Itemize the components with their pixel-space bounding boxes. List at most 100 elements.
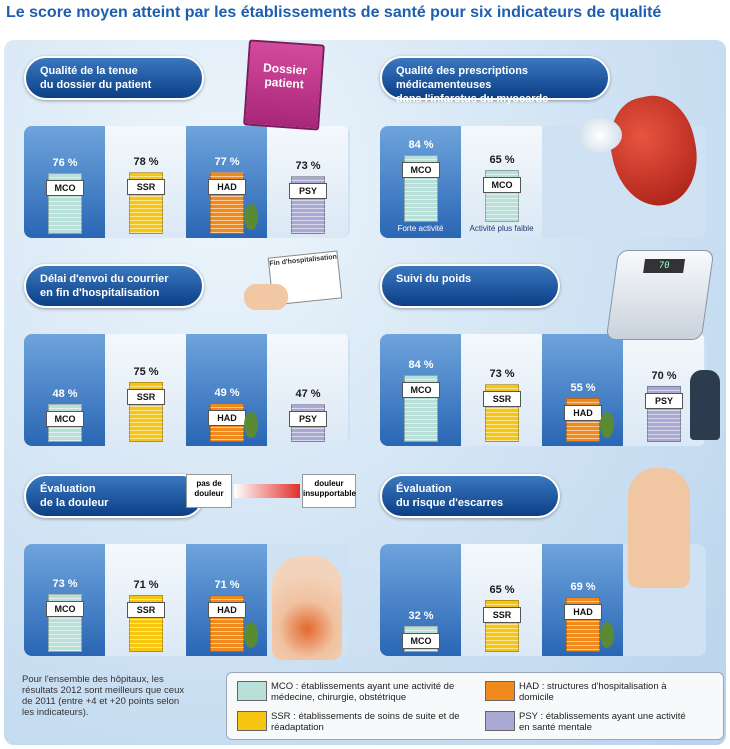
- legend-text-ssr: SSR : établissements de soins de suite e…: [271, 711, 460, 733]
- legend-text-mco: MCO : établissements ayant une activité …: [271, 681, 455, 703]
- legend-swatch-psy: [485, 711, 515, 731]
- panel-title-line: Qualité des prescriptions médicamenteuse…: [396, 65, 529, 91]
- bar-had: HAD: [564, 398, 602, 442]
- bar-column: MCO 65 % Activité plus faible: [461, 126, 542, 238]
- chart-panel-6: Évaluation du risque d'escarres MCO 32 % SSR…: [370, 466, 708, 656]
- bar-sublabel: Forte activité: [397, 224, 444, 233]
- pain-low-line2: douleur: [194, 489, 224, 498]
- hand-icon: [244, 284, 288, 310]
- scale-display: 70: [643, 259, 686, 273]
- bar-ssr: SSR: [127, 595, 165, 652]
- legend: MCO : établissements ayant une activité …: [226, 672, 724, 740]
- bar-column: HAD 55 %: [542, 334, 623, 446]
- bar-category-label: PSY: [645, 393, 683, 409]
- bar-ssr: SSR: [127, 382, 165, 442]
- bar-column: MCO 84 %: [380, 334, 461, 446]
- panel-title: Évaluation du risque d'escarres: [380, 474, 560, 518]
- bar-value-label: 65 %: [489, 154, 515, 166]
- bar-category-label: MCO: [46, 180, 84, 196]
- bar-value-label: 32 %: [408, 610, 434, 622]
- bar-category-label: HAD: [208, 602, 246, 618]
- bar-mco: MCO: [46, 404, 84, 442]
- pain-high-line2: insupportable: [303, 489, 356, 498]
- bar-had: HAD: [208, 595, 246, 652]
- bar-sublabel: Activité plus faible: [469, 224, 534, 233]
- tree-icon: [600, 412, 614, 438]
- bar-column: SSR 78 %: [105, 126, 186, 238]
- panel-title: Qualité des prescriptions médicamenteuse…: [380, 56, 610, 105]
- chart-panel-5: Évaluation de la douleur MCO 73 % SSR 71 % HAD…: [14, 466, 352, 656]
- bar-category-label: SSR: [127, 602, 165, 618]
- panel-title-line: Qualité de la tenue: [40, 65, 138, 77]
- panel-title: Délai d'envoi du courrier en fin d'hospit…: [24, 264, 204, 308]
- bar-value-label: 78 %: [133, 156, 159, 168]
- panel-title: Qualité de la tenue du dossier du patient: [24, 56, 204, 100]
- panel-title-line: dans l'infarctus du myocarde: [396, 93, 549, 105]
- legend-item-had: HAD : structures d'hospitalisation à dom…: [485, 681, 689, 703]
- bar-category-label: MCO: [402, 633, 440, 649]
- bar-mco: MCO: [46, 594, 84, 652]
- bar-value-label: 84 %: [408, 359, 434, 371]
- bar-column: MCO 84 % Forte activité: [380, 126, 461, 238]
- pain-low-line1: pas de: [196, 479, 222, 488]
- panel-title-line: du risque d'escarres: [396, 497, 504, 509]
- bar-category-label: HAD: [208, 410, 246, 426]
- panel-title-line: Délai d'envoi du courrier: [40, 273, 169, 285]
- page-title: Le score moyen atteint par les établisse…: [6, 4, 662, 21]
- bar-column: HAD 77 %: [186, 126, 267, 238]
- bar-column: MCO 76 %: [24, 126, 105, 238]
- bar-category-label: SSR: [483, 391, 521, 407]
- panel-title-line: Suivi du poids: [396, 273, 472, 285]
- bar-stage: MCO 84 % SSR 73 % HAD 55 % PSY 70 %: [380, 334, 706, 446]
- tree-icon: [600, 622, 614, 648]
- bar-value-label: 73 %: [489, 368, 515, 380]
- bar-column: MCO 48 %: [24, 334, 105, 446]
- bar-value-label: 73 %: [295, 160, 321, 172]
- bar-category-label: PSY: [289, 411, 327, 427]
- bar-stage: MCO 76 % SSR 78 % HAD 77 % PSY 73 %: [24, 126, 350, 238]
- legend-swatch-ssr: [237, 711, 267, 731]
- panel-title-line: Évaluation: [40, 483, 96, 495]
- legend-item-psy: PSY : établissements ayant une activité …: [485, 711, 689, 733]
- tree-icon: [244, 204, 258, 230]
- bar-category-label: MCO: [46, 411, 84, 427]
- legend-swatch-mco: [237, 681, 267, 701]
- bar-column: HAD 49 %: [186, 334, 267, 446]
- chart-panel-3: Délai d'envoi du courrier en fin d'hospit…: [14, 256, 352, 446]
- chart-panel-1: Qualité de la tenue du dossier du patient…: [14, 48, 352, 238]
- bar-value-label: 70 %: [651, 370, 677, 382]
- bar-ssr: SSR: [483, 600, 521, 652]
- back-pain-body-icon: [272, 556, 342, 660]
- bar-mco: MCO: [402, 155, 440, 222]
- panel-title: Suivi du poids: [380, 264, 560, 308]
- letter-label: Fin d'hospitalisation: [269, 253, 338, 268]
- bar-value-label: 65 %: [489, 584, 515, 596]
- legend-item-ssr: SSR : établissements de soins de suite e…: [237, 711, 471, 733]
- bar-value-label: 48 %: [52, 388, 78, 400]
- bar-column: PSY 73 %: [267, 126, 348, 238]
- panel-title-line: de la douleur: [40, 497, 109, 509]
- tree-icon: [244, 622, 258, 648]
- panel-title-line: en fin d'hospitalisation: [40, 287, 160, 299]
- bar-value-label: 55 %: [570, 382, 596, 394]
- bar-category-label: SSR: [127, 179, 165, 195]
- panel-title: Évaluation de la douleur: [24, 474, 204, 518]
- bar-ssr: SSR: [127, 172, 165, 234]
- bar-category-label: PSY: [289, 183, 327, 199]
- bar-category-label: MCO: [402, 382, 440, 398]
- bar-had: HAD: [208, 172, 246, 234]
- bar-psy: PSY: [645, 386, 683, 442]
- bar-column: SSR 73 %: [461, 334, 542, 446]
- bar-had: HAD: [564, 597, 602, 652]
- bar-stage: MCO 48 % SSR 75 % HAD 49 % PSY 47 %: [24, 334, 350, 446]
- people-silhouette-icon: [690, 370, 720, 440]
- bar-value-label: 71 %: [133, 579, 159, 591]
- footnote: Pour l'ensemble des hôpitaux, les résult…: [22, 674, 185, 718]
- bar-column: HAD 71 %: [186, 544, 267, 656]
- panel-title-line: du dossier du patient: [40, 79, 152, 91]
- bar-column: SSR 71 %: [105, 544, 186, 656]
- bar-mco: MCO: [46, 173, 84, 234]
- pills-icon: [578, 118, 622, 152]
- scale-icon: 70: [605, 250, 715, 340]
- bar-category-label: MCO: [46, 601, 84, 617]
